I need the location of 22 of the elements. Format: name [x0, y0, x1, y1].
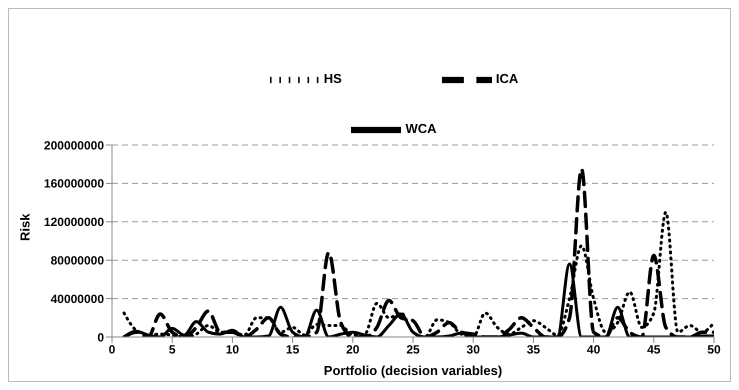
y-axis-title: Risk — [18, 212, 33, 241]
y-tick-label: 160000000 — [44, 176, 104, 191]
legend-label: WCA — [405, 121, 437, 136]
x-tick-label: 35 — [526, 342, 540, 357]
x-tick-label: 25 — [406, 342, 420, 357]
y-tick-label: 120000000 — [44, 215, 104, 230]
x-tick-label: 50 — [707, 342, 721, 357]
y-tick-label: 80000000 — [50, 253, 104, 268]
legend-label: HS — [324, 71, 342, 86]
y-tick-label: 0 — [97, 330, 104, 344]
x-tick-label: 15 — [286, 342, 300, 357]
x-tick-label: 20 — [346, 342, 360, 357]
x-tick-label: 5 — [168, 342, 176, 357]
legend-label: ICA — [496, 71, 518, 86]
x-tick-label: 0 — [108, 342, 116, 357]
x-axis-title: Portfolio (decision variables) — [324, 363, 502, 378]
y-tick-label: 40000000 — [50, 292, 104, 306]
y-tick-label: 200000000 — [44, 138, 104, 152]
x-tick-label: 10 — [226, 342, 240, 357]
x-tick-label: 30 — [466, 342, 480, 357]
x-tick-label: 45 — [647, 342, 661, 357]
x-tick-label: 40 — [586, 342, 601, 357]
